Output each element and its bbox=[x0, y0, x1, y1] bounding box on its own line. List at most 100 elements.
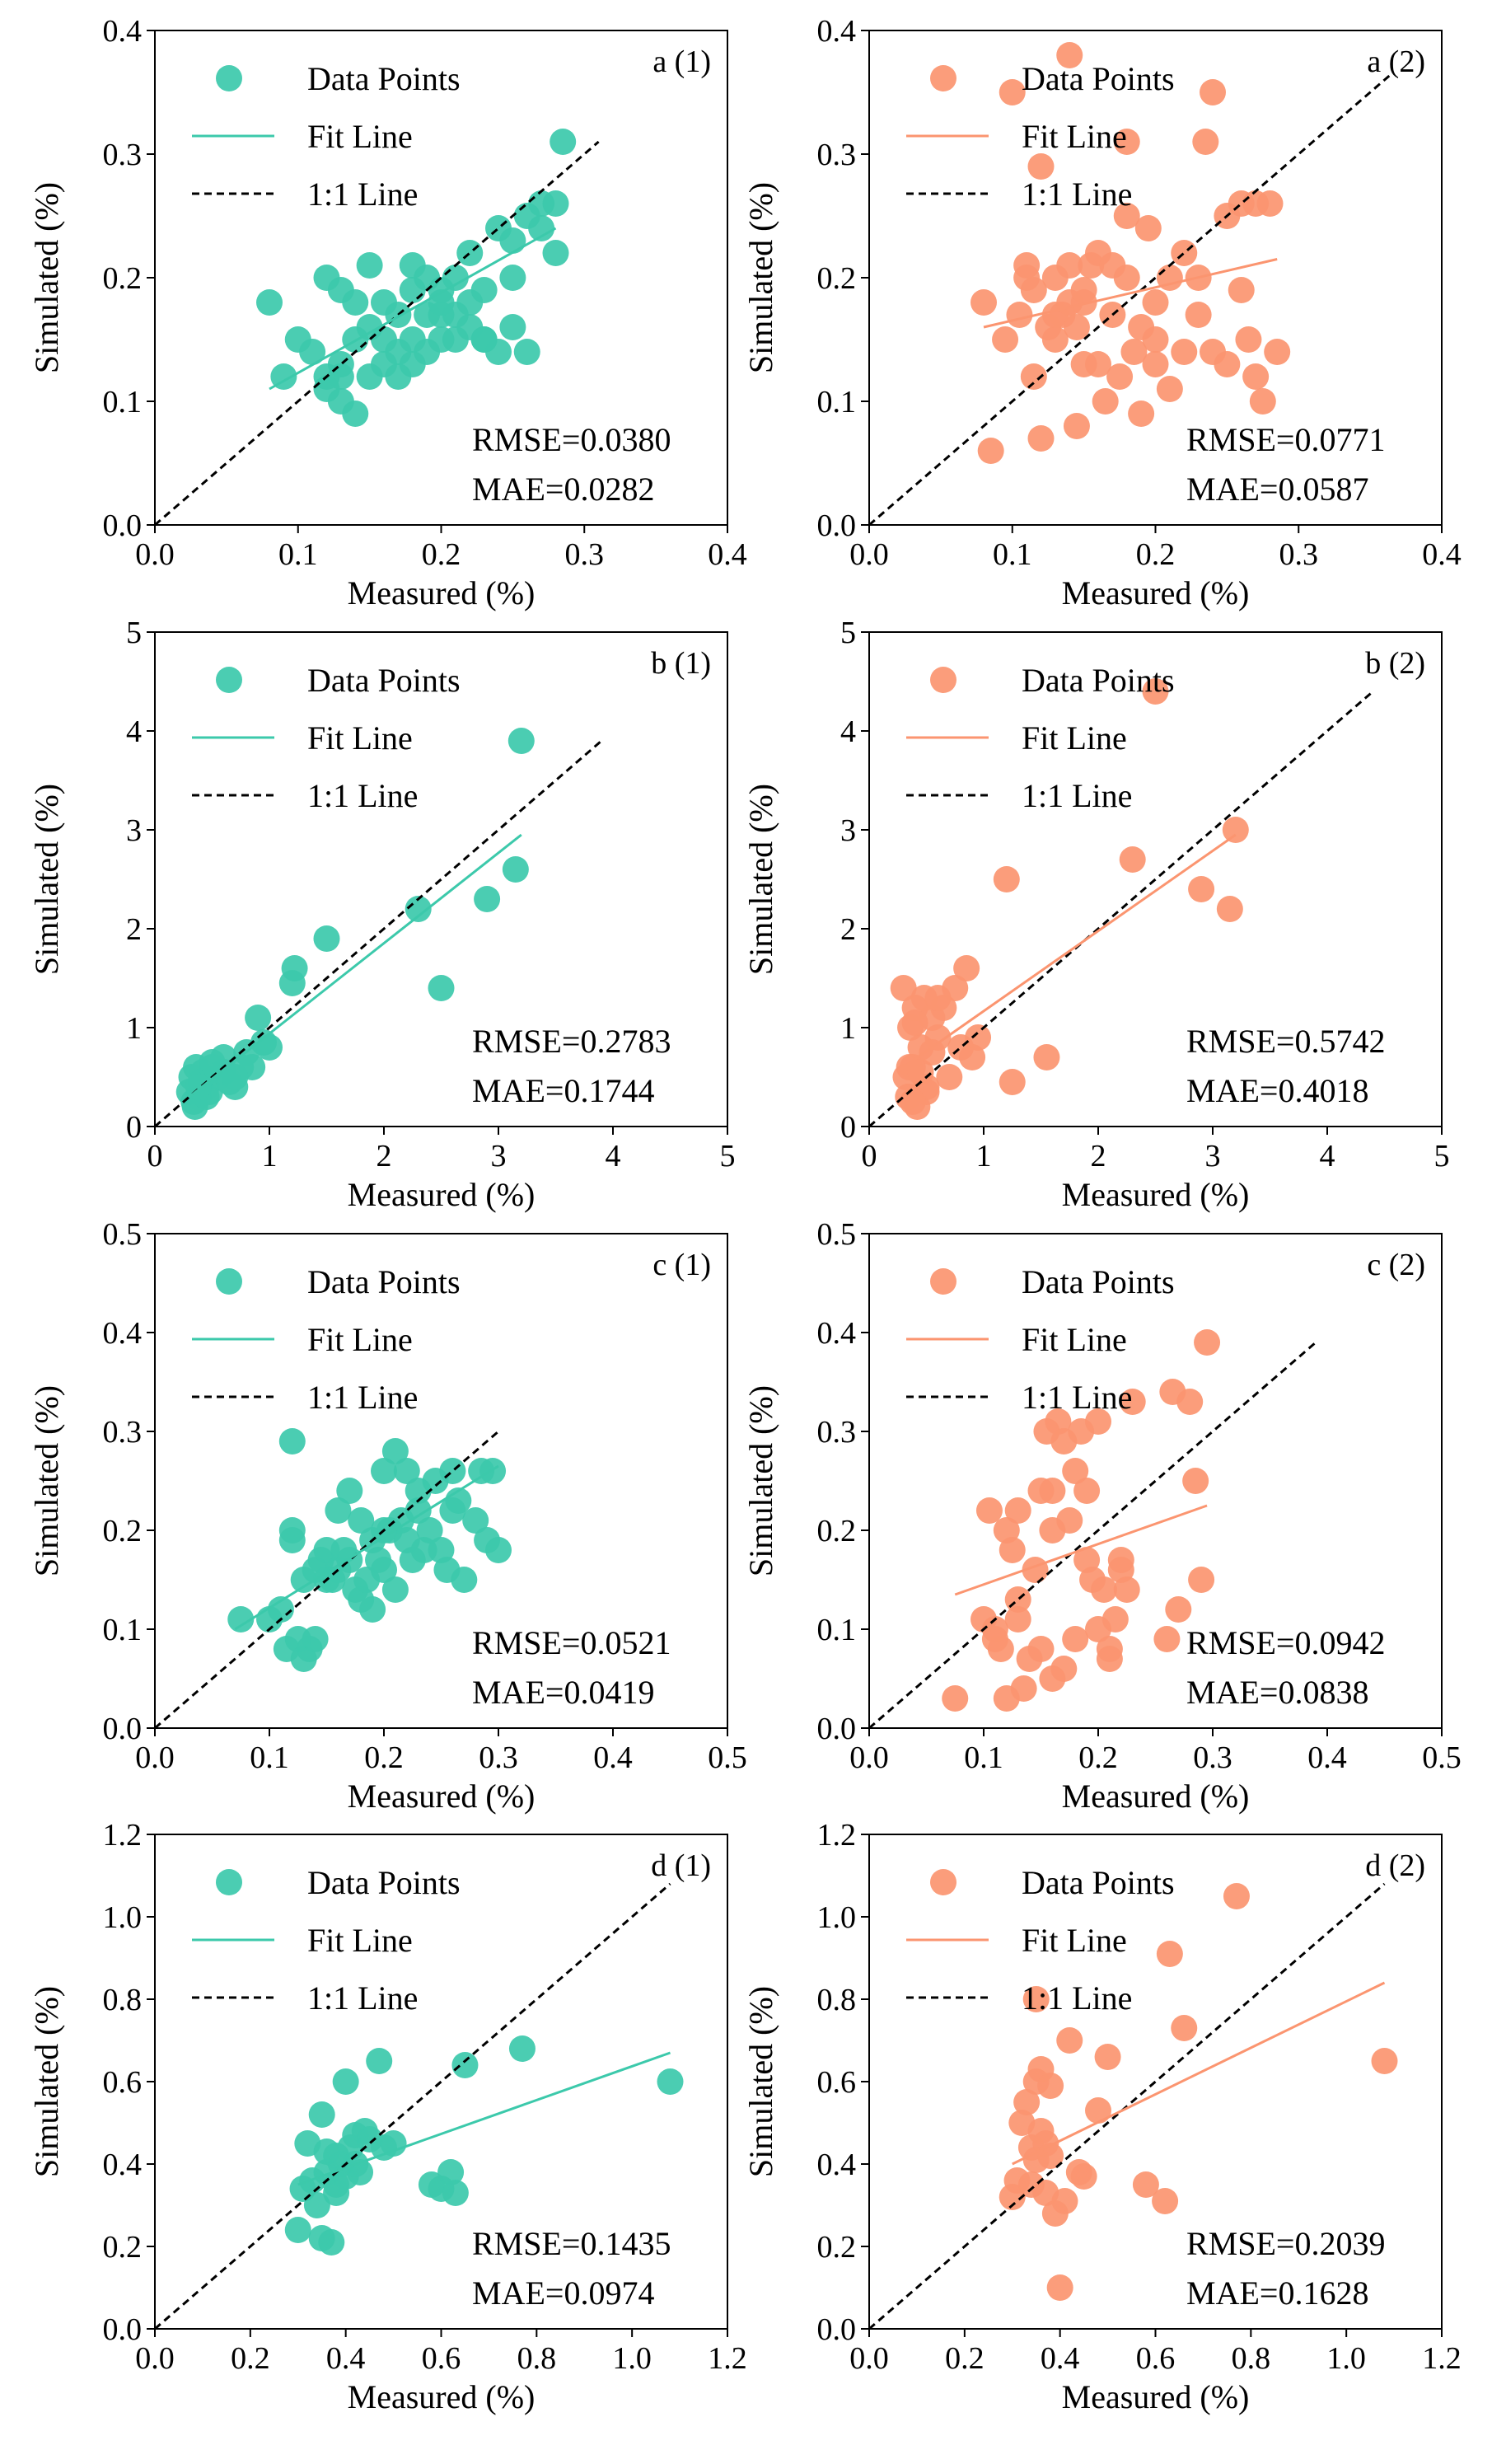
data-point bbox=[437, 2159, 465, 2185]
x-tick-label: 0.4 bbox=[326, 2341, 366, 2376]
data-point bbox=[1249, 388, 1276, 415]
data-point bbox=[1113, 265, 1140, 291]
data-point bbox=[1256, 190, 1284, 217]
data-point bbox=[1063, 314, 1090, 340]
data-point bbox=[442, 265, 469, 291]
panel-label: c (2) bbox=[1367, 1248, 1425, 1282]
data-point bbox=[1046, 2274, 1073, 2301]
data-point bbox=[1056, 2027, 1083, 2054]
x-tick-label: 5 bbox=[720, 1139, 736, 1173]
x-tick-label: 4 bbox=[606, 1139, 621, 1173]
fit-line bbox=[1012, 1981, 1386, 2166]
data-point bbox=[405, 1497, 432, 1524]
legend-label-fit: Fit Line bbox=[307, 1922, 413, 1959]
panel-label: c (1) bbox=[652, 1248, 711, 1282]
data-point bbox=[222, 1064, 249, 1090]
data-point bbox=[342, 401, 369, 427]
data-point bbox=[1119, 1389, 1146, 1415]
data-point bbox=[302, 1626, 329, 1652]
data-point bbox=[336, 1547, 363, 1573]
data-point bbox=[313, 2159, 340, 2185]
x-tick-label: 0.4 bbox=[593, 1740, 633, 1775]
data-point bbox=[1371, 2048, 1398, 2074]
y-axis-label: Simulated (%) bbox=[742, 1385, 779, 1576]
legend-label-points: Data Points bbox=[1022, 662, 1175, 699]
data-point bbox=[542, 240, 569, 266]
legend-point-marker bbox=[216, 1869, 242, 1895]
data-point bbox=[1050, 1428, 1078, 1455]
data-point bbox=[1033, 1044, 1060, 1070]
data-point bbox=[919, 1039, 946, 1066]
data-point bbox=[1107, 1557, 1134, 1583]
fit-line bbox=[954, 1504, 1208, 1596]
data-point bbox=[199, 1049, 226, 1075]
x-axis-label: Measured (%) bbox=[1062, 1176, 1250, 1213]
x-tick-label: 0.2 bbox=[364, 1740, 404, 1775]
rmse-text: RMSE=0.2039 bbox=[1186, 2225, 1385, 2262]
rmse-text: RMSE=0.1435 bbox=[472, 2225, 671, 2262]
data-point bbox=[371, 1458, 397, 1484]
data-point bbox=[1142, 678, 1169, 705]
y-tick-label: 1.2 bbox=[817, 1818, 857, 1853]
x-tick-label: 1 bbox=[262, 1139, 278, 1173]
data-point bbox=[1004, 1497, 1031, 1524]
data-point bbox=[1073, 1478, 1101, 1504]
data-point bbox=[971, 289, 997, 316]
legend-point-marker bbox=[216, 667, 242, 693]
x-tick-label: 0.3 bbox=[479, 1740, 518, 1775]
y-tick-label: 0.0 bbox=[817, 1712, 857, 1746]
data-point bbox=[1165, 1596, 1192, 1623]
data-point bbox=[256, 289, 283, 316]
data-point bbox=[381, 1576, 409, 1603]
y-tick-label: 0.3 bbox=[103, 138, 143, 172]
legend-point-marker bbox=[930, 667, 956, 693]
legend-label-points: Data Points bbox=[1022, 1263, 1175, 1300]
x-tick-label: 0.4 bbox=[1422, 537, 1462, 572]
legend-label-points: Data Points bbox=[307, 60, 461, 97]
fit-line bbox=[234, 1464, 499, 1631]
y-axis-label: Simulated (%) bbox=[28, 1385, 65, 1576]
data-point bbox=[1070, 2163, 1097, 2190]
data-point bbox=[1039, 1478, 1066, 1504]
x-tick-label: 0.4 bbox=[708, 537, 747, 572]
y-tick-label: 5 bbox=[840, 616, 856, 650]
data-point bbox=[393, 1458, 420, 1484]
data-point bbox=[1085, 2097, 1111, 2124]
data-point bbox=[1152, 2188, 1179, 2214]
x-axis-label: Measured (%) bbox=[348, 1778, 536, 1815]
identity-line bbox=[868, 73, 1393, 527]
legend-label-points: Data Points bbox=[307, 662, 461, 699]
data-point bbox=[442, 2180, 469, 2206]
data-point bbox=[1013, 2089, 1041, 2115]
x-tick-label: 2 bbox=[1091, 1139, 1106, 1173]
data-point bbox=[1113, 203, 1140, 229]
data-point bbox=[1062, 1626, 1089, 1652]
x-tick-label: 0.0 bbox=[135, 537, 175, 572]
x-tick-label: 0.2 bbox=[945, 2341, 985, 2376]
data-point bbox=[278, 1428, 306, 1455]
y-axis-label: Simulated (%) bbox=[28, 784, 65, 975]
fit-line bbox=[297, 2051, 671, 2186]
x-tick-label: 0 bbox=[147, 1139, 163, 1173]
data-point bbox=[953, 955, 980, 981]
data-point bbox=[1171, 2015, 1198, 2041]
data-point bbox=[348, 1507, 375, 1534]
x-axis-label: Measured (%) bbox=[1062, 574, 1250, 611]
data-point bbox=[507, 728, 535, 754]
y-tick-label: 0.1 bbox=[817, 1613, 857, 1647]
x-tick-label: 3 bbox=[491, 1139, 507, 1173]
y-tick-label: 0.3 bbox=[103, 1415, 143, 1450]
y-tick-label: 1.0 bbox=[103, 1900, 143, 1935]
scatter-panel-1: 0.0 0.1 0.2 0.3 0.4 0.0 0.1 0.2 0.3 0.4 Measured (… bbox=[28, 14, 747, 611]
mae-text: MAE=0.0838 bbox=[1186, 1674, 1368, 1711]
data-point bbox=[999, 79, 1026, 105]
y-tick-label: 0.4 bbox=[103, 1316, 143, 1351]
y-tick-label: 0.2 bbox=[103, 2230, 143, 2265]
y-tick-label: 0 bbox=[126, 1110, 142, 1145]
data-point bbox=[366, 2048, 393, 2074]
data-point bbox=[1050, 1656, 1078, 1682]
x-axis-label: Measured (%) bbox=[1062, 2378, 1250, 2415]
data-point bbox=[1214, 351, 1241, 377]
fit-line bbox=[983, 258, 1278, 329]
scatter-panel-4: 0 1 2 3 4 5 0 1 2 3 4 5 Measured (%) Simulated (%) Dat… bbox=[742, 616, 1450, 1213]
